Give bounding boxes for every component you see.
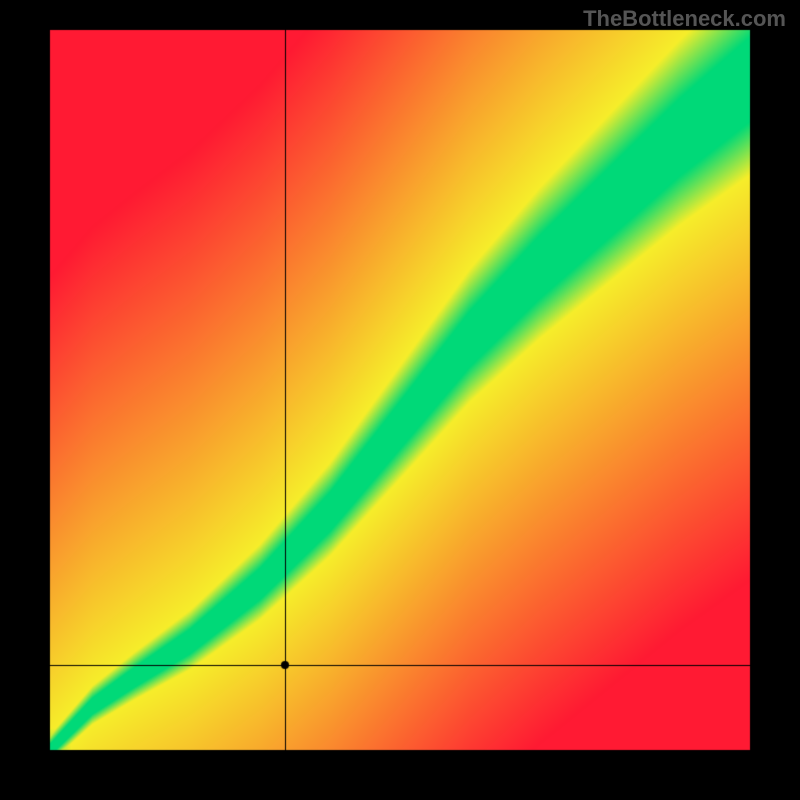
bottleneck-heatmap-canvas xyxy=(0,0,800,800)
watermark-text: TheBottleneck.com xyxy=(583,6,786,32)
chart-container: TheBottleneck.com xyxy=(0,0,800,800)
